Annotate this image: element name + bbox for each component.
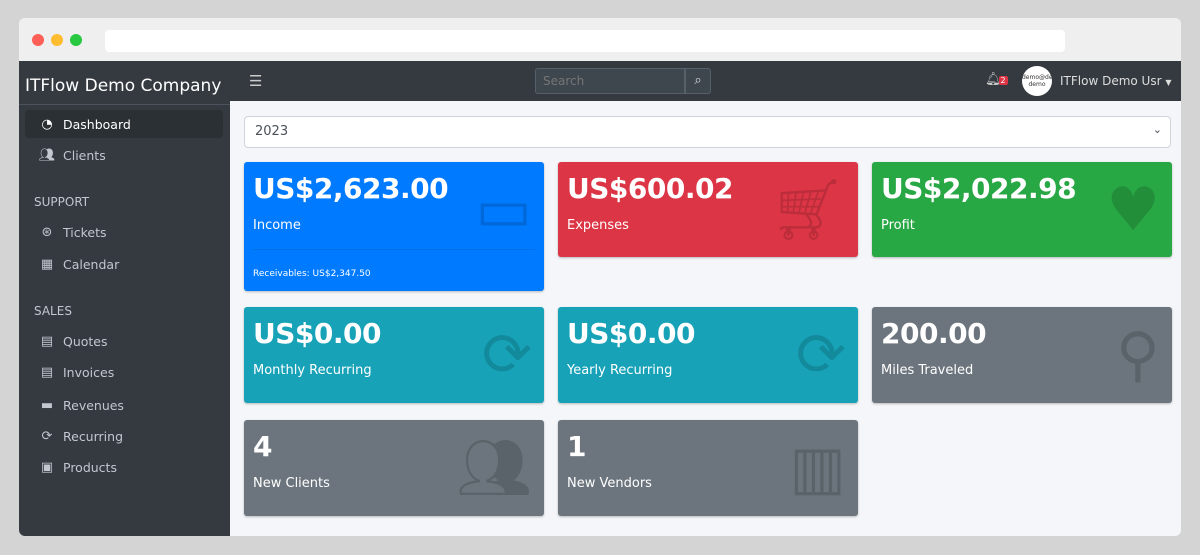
user-name: ITFlow Demo Usr [1060,74,1162,88]
receivables-text: Receivables: US$2,347.50 [253,269,371,279]
box-icon: ▣ [40,459,54,475]
sidebar-item-tickets[interactable]: ⊛ Tickets [25,218,223,246]
stat-label: Income [253,218,301,233]
minimize-window-button[interactable] [51,34,63,46]
stat-card-new-vendors[interactable]: 1 New Vendors ▥ [558,420,858,516]
sidebar-item-label: Recurring [63,428,123,444]
stat-label: Miles Traveled [881,363,974,378]
life-ring-icon: ⊛ [41,224,53,240]
stat-card-new-clients[interactable]: 4 New Clients 👥︎ [244,420,544,516]
user-menu-dropdown[interactable]: ITFlow Demo Usr ▼ [1060,74,1172,88]
maximize-window-button[interactable] [70,34,82,46]
stat-label: Expenses [567,218,629,233]
divider [253,249,535,250]
caret-down-icon: ▼ [1165,78,1172,87]
stat-value: 4 [253,430,272,463]
stat-card-monthly-recurring[interactable]: US$0.00 Monthly Recurring ⟳ [244,307,544,403]
notifications-button[interactable]: 🔔︎2 [985,72,1008,87]
year-select[interactable]: 2023 ⌄ [244,116,1171,148]
heart-icon: ♥ [1106,175,1160,245]
stat-value: 1 [567,430,586,463]
credit-card-icon: ▭ [475,175,532,245]
bell-icon: 🔔︎ [985,72,1002,87]
sidebar-item-label: Clients [63,147,106,163]
stat-label: New Vendors [567,476,652,491]
stat-label: New Clients [253,476,330,491]
address-bar[interactable] [105,30,1065,52]
dashboard-content: 2023 ⌄ US$2,623.00 Income ▭ Receivables: U… [230,101,1181,536]
browser-window: ITFlow Demo Company ◔ Dashboard 👥︎ Clients… [19,18,1181,536]
stat-card-expenses[interactable]: US$600.02 Expenses 🛒︎ [558,162,858,257]
brand-link[interactable]: ITFlow Demo Company [19,61,230,105]
sidebar: ITFlow Demo Company ◔ Dashboard 👥︎ Clients… [19,61,230,536]
sidebar-item-label: Calendar [63,256,120,272]
stat-label: Yearly Recurring [567,363,673,378]
stat-label: Monthly Recurring [253,363,372,378]
sidebar-item-quotes[interactable]: ▤ Quotes [25,327,223,355]
hamburger-menu-icon[interactable]: ☰ [249,72,263,90]
calendar-icon: ▦ [40,256,54,272]
stat-value: US$0.00 [567,317,695,350]
sidebar-item-label: Quotes [63,333,108,349]
close-window-button[interactable] [32,34,44,46]
sidebar-item-dashboard[interactable]: ◔ Dashboard [25,110,223,138]
chevron-down-icon: ⌄ [1152,123,1162,136]
stat-card-yearly-recurring[interactable]: US$0.00 Yearly Recurring ⟳ [558,307,858,403]
tachometer-icon: ◔ [41,116,53,132]
stat-card-income[interactable]: US$2,623.00 Income ▭ Receivables: US$2,34… [244,162,544,291]
credit-card-icon: ▬ [40,397,54,413]
users-icon: 👥︎ [455,433,532,503]
sync-icon: ⟳ [41,428,53,444]
sidebar-item-label: Dashboard [63,116,131,132]
shopping-cart-icon: 🛒︎ [769,175,846,245]
invoice-icon: ▤ [40,364,54,380]
sync-icon: ⟳ [481,320,532,390]
stat-value: US$0.00 [253,317,381,350]
sync-icon: ⟳ [795,320,846,390]
sidebar-item-calendar[interactable]: ▦ Calendar [25,250,223,278]
users-icon: 👥︎ [38,147,56,163]
stat-value: US$2,623.00 [253,172,449,205]
avatar[interactable]: demo@demo demo [1022,66,1052,96]
year-select-value: 2023 [255,124,289,139]
nav-header-support: SUPPORT [34,195,90,209]
search-button[interactable]: ⌕ [685,68,711,94]
nav-header-sales: SALES [34,304,72,318]
browser-titlebar [19,18,1181,61]
notification-count-badge: 2 [998,76,1008,85]
sidebar-item-products[interactable]: ▣ Products [25,453,223,481]
sidebar-item-label: Products [63,459,117,475]
search-input[interactable] [535,68,685,94]
stat-card-miles-traveled[interactable]: 200.00 Miles Traveled ⚲ [872,307,1172,403]
stat-value: 200.00 [881,317,987,350]
route-icon: ⚲ [1116,320,1160,390]
stat-label: Profit [881,218,915,233]
file-icon: ▤ [40,333,54,349]
sidebar-item-label: Invoices [63,364,115,380]
sidebar-item-label: Revenues [63,397,124,413]
sidebar-item-recurring[interactable]: ⟳ Recurring [25,422,223,450]
stat-value: US$2,022.98 [881,172,1077,205]
sidebar-item-label: Tickets [63,224,107,240]
building-icon: ▥ [789,433,846,503]
stat-value: US$600.02 [567,172,733,205]
top-navbar: ☰ ⌕ 🔔︎2 demo@demo demo ITFlow Demo Usr ▼ [230,61,1181,101]
search-icon: ⌕ [694,73,702,88]
sidebar-item-clients[interactable]: 👥︎ Clients [25,141,223,169]
stat-card-profit[interactable]: US$2,022.98 Profit ♥ [872,162,1172,257]
sidebar-item-invoices[interactable]: ▤ Invoices [25,358,223,386]
sidebar-item-revenues[interactable]: ▬ Revenues [25,391,223,419]
